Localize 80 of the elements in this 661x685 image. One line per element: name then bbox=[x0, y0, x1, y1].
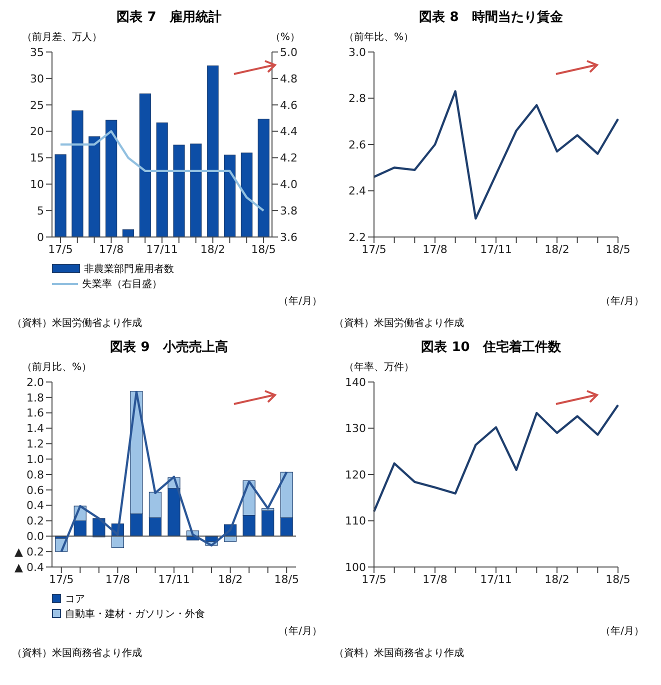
y-tick-label: 3.0 bbox=[348, 46, 366, 59]
y-tick-label: 0.8 bbox=[26, 468, 44, 482]
y2-tick-label: 4.6 bbox=[280, 98, 298, 112]
chart-title: 図表 10 住宅着工件数 bbox=[420, 338, 562, 357]
y-axis-title: （前年比、%） bbox=[344, 30, 414, 44]
x-tick-label: 17/5 bbox=[362, 242, 386, 256]
y2-tick-label: 3.6 bbox=[280, 230, 298, 244]
y-tick-label: 0.4 bbox=[26, 499, 44, 512]
text: （資料）米国商務省より作成 bbox=[334, 646, 464, 660]
text: （資料）米国労働省より作成 bbox=[12, 316, 142, 330]
y2-tick-label: 4.0 bbox=[280, 178, 298, 192]
x-tick-label: 18/5 bbox=[251, 242, 276, 256]
y-tick-label: ▲ 0.2 bbox=[14, 545, 44, 558]
y-axis-title: （前月差、万人） bbox=[22, 31, 102, 44]
x-tick-label: 17/11 bbox=[146, 242, 178, 256]
y2-tick-label: 4.2 bbox=[280, 152, 298, 165]
x-axis-title: （年/月） bbox=[278, 625, 322, 638]
text: （資料）米国商務省より作成 bbox=[12, 646, 142, 660]
legend-label: 自動車・建材・ガソリン・外食 bbox=[65, 608, 205, 620]
y-tick-label: 110 bbox=[345, 514, 366, 528]
y-tick-label: 25 bbox=[30, 98, 44, 112]
y-tick-label: 1.8 bbox=[26, 391, 44, 404]
y-tick-label: 120 bbox=[345, 468, 366, 482]
x-tick-label: 17/5 bbox=[362, 572, 386, 586]
y2-axis-title: （%） bbox=[270, 31, 300, 44]
y-tick-label: 1.6 bbox=[26, 406, 44, 420]
y-tick-label: 10 bbox=[30, 178, 44, 192]
y-tick-label: 2.6 bbox=[348, 138, 366, 152]
y-tick-label: 15 bbox=[30, 152, 44, 165]
x-tick-label: 17/11 bbox=[480, 242, 512, 256]
x-tick-label: 17/8 bbox=[105, 572, 130, 586]
y-tick-label: 130 bbox=[345, 422, 366, 436]
text: （資料）米国労働省より作成 bbox=[334, 316, 464, 330]
x-axis-title: （年/月） bbox=[600, 295, 644, 308]
x-tick-label: 18/5 bbox=[606, 242, 630, 256]
y-tick-label: 0 bbox=[37, 230, 44, 244]
y-tick-label: ▲ 0.4 bbox=[14, 560, 44, 574]
x-tick-label: 17/8 bbox=[422, 572, 448, 586]
x-tick-label: 17/8 bbox=[422, 242, 448, 256]
y2-tick-label: 5.0 bbox=[280, 46, 298, 59]
y-tick-label: 5 bbox=[37, 204, 44, 218]
x-tick-label: 18/2 bbox=[200, 242, 226, 256]
x-tick-label: 18/2 bbox=[544, 242, 570, 256]
y-tick-label: 1.4 bbox=[26, 422, 44, 436]
legend-label: 非農業部門雇用者数 bbox=[84, 262, 174, 276]
y-tick-label: 20 bbox=[30, 125, 44, 138]
chart-title: 図表 9 小売売上高 bbox=[109, 338, 229, 357]
y-axis-title: （前月比、%） bbox=[22, 360, 92, 374]
y2-tick-label: 4.4 bbox=[280, 125, 298, 138]
y-tick-label: 100 bbox=[345, 560, 366, 574]
x-tick-label: 17/11 bbox=[480, 572, 512, 586]
x-tick-label: 17/5 bbox=[49, 572, 74, 586]
y-tick-label: 1.2 bbox=[26, 438, 44, 451]
y-tick-label: 0.0 bbox=[26, 530, 44, 544]
x-tick-label: 17/8 bbox=[98, 242, 124, 256]
x-axis-title: （年/月） bbox=[600, 625, 644, 638]
y-tick-label: 2.8 bbox=[348, 92, 366, 106]
x-tick-label: 18/5 bbox=[606, 572, 630, 586]
y-tick-label: 2.2 bbox=[348, 230, 366, 244]
legend-label: 失業率（右目盛） bbox=[82, 278, 162, 290]
y-tick-label: 2.0 bbox=[26, 376, 44, 389]
x-tick-label: 17/5 bbox=[48, 242, 73, 256]
y-tick-label: 2.4 bbox=[348, 184, 366, 198]
y2-tick-label: 3.8 bbox=[280, 204, 298, 218]
x-tick-label: 18/5 bbox=[274, 572, 299, 586]
y-tick-label: 35 bbox=[30, 46, 44, 59]
y2-tick-label: 4.8 bbox=[280, 72, 298, 86]
y-tick-label: 1.0 bbox=[26, 452, 44, 466]
y-axis-title: （年率、万件） bbox=[344, 360, 414, 374]
legend-label: コア bbox=[65, 592, 85, 606]
x-axis-title: （年/月） bbox=[278, 295, 322, 308]
chart-title: 図表 8 時間当たり賃金 bbox=[418, 9, 564, 27]
y-tick-label: 0.6 bbox=[26, 484, 44, 497]
x-tick-label: 18/2 bbox=[544, 572, 570, 586]
x-tick-label: 17/11 bbox=[158, 572, 190, 586]
y-tick-label: 0.2 bbox=[26, 514, 44, 528]
y-tick-label: 140 bbox=[345, 376, 366, 389]
y-tick-label: 30 bbox=[30, 72, 44, 86]
chart-title: 図表 7 雇用統計 bbox=[116, 8, 222, 27]
x-tick-label: 18/2 bbox=[218, 572, 243, 586]
